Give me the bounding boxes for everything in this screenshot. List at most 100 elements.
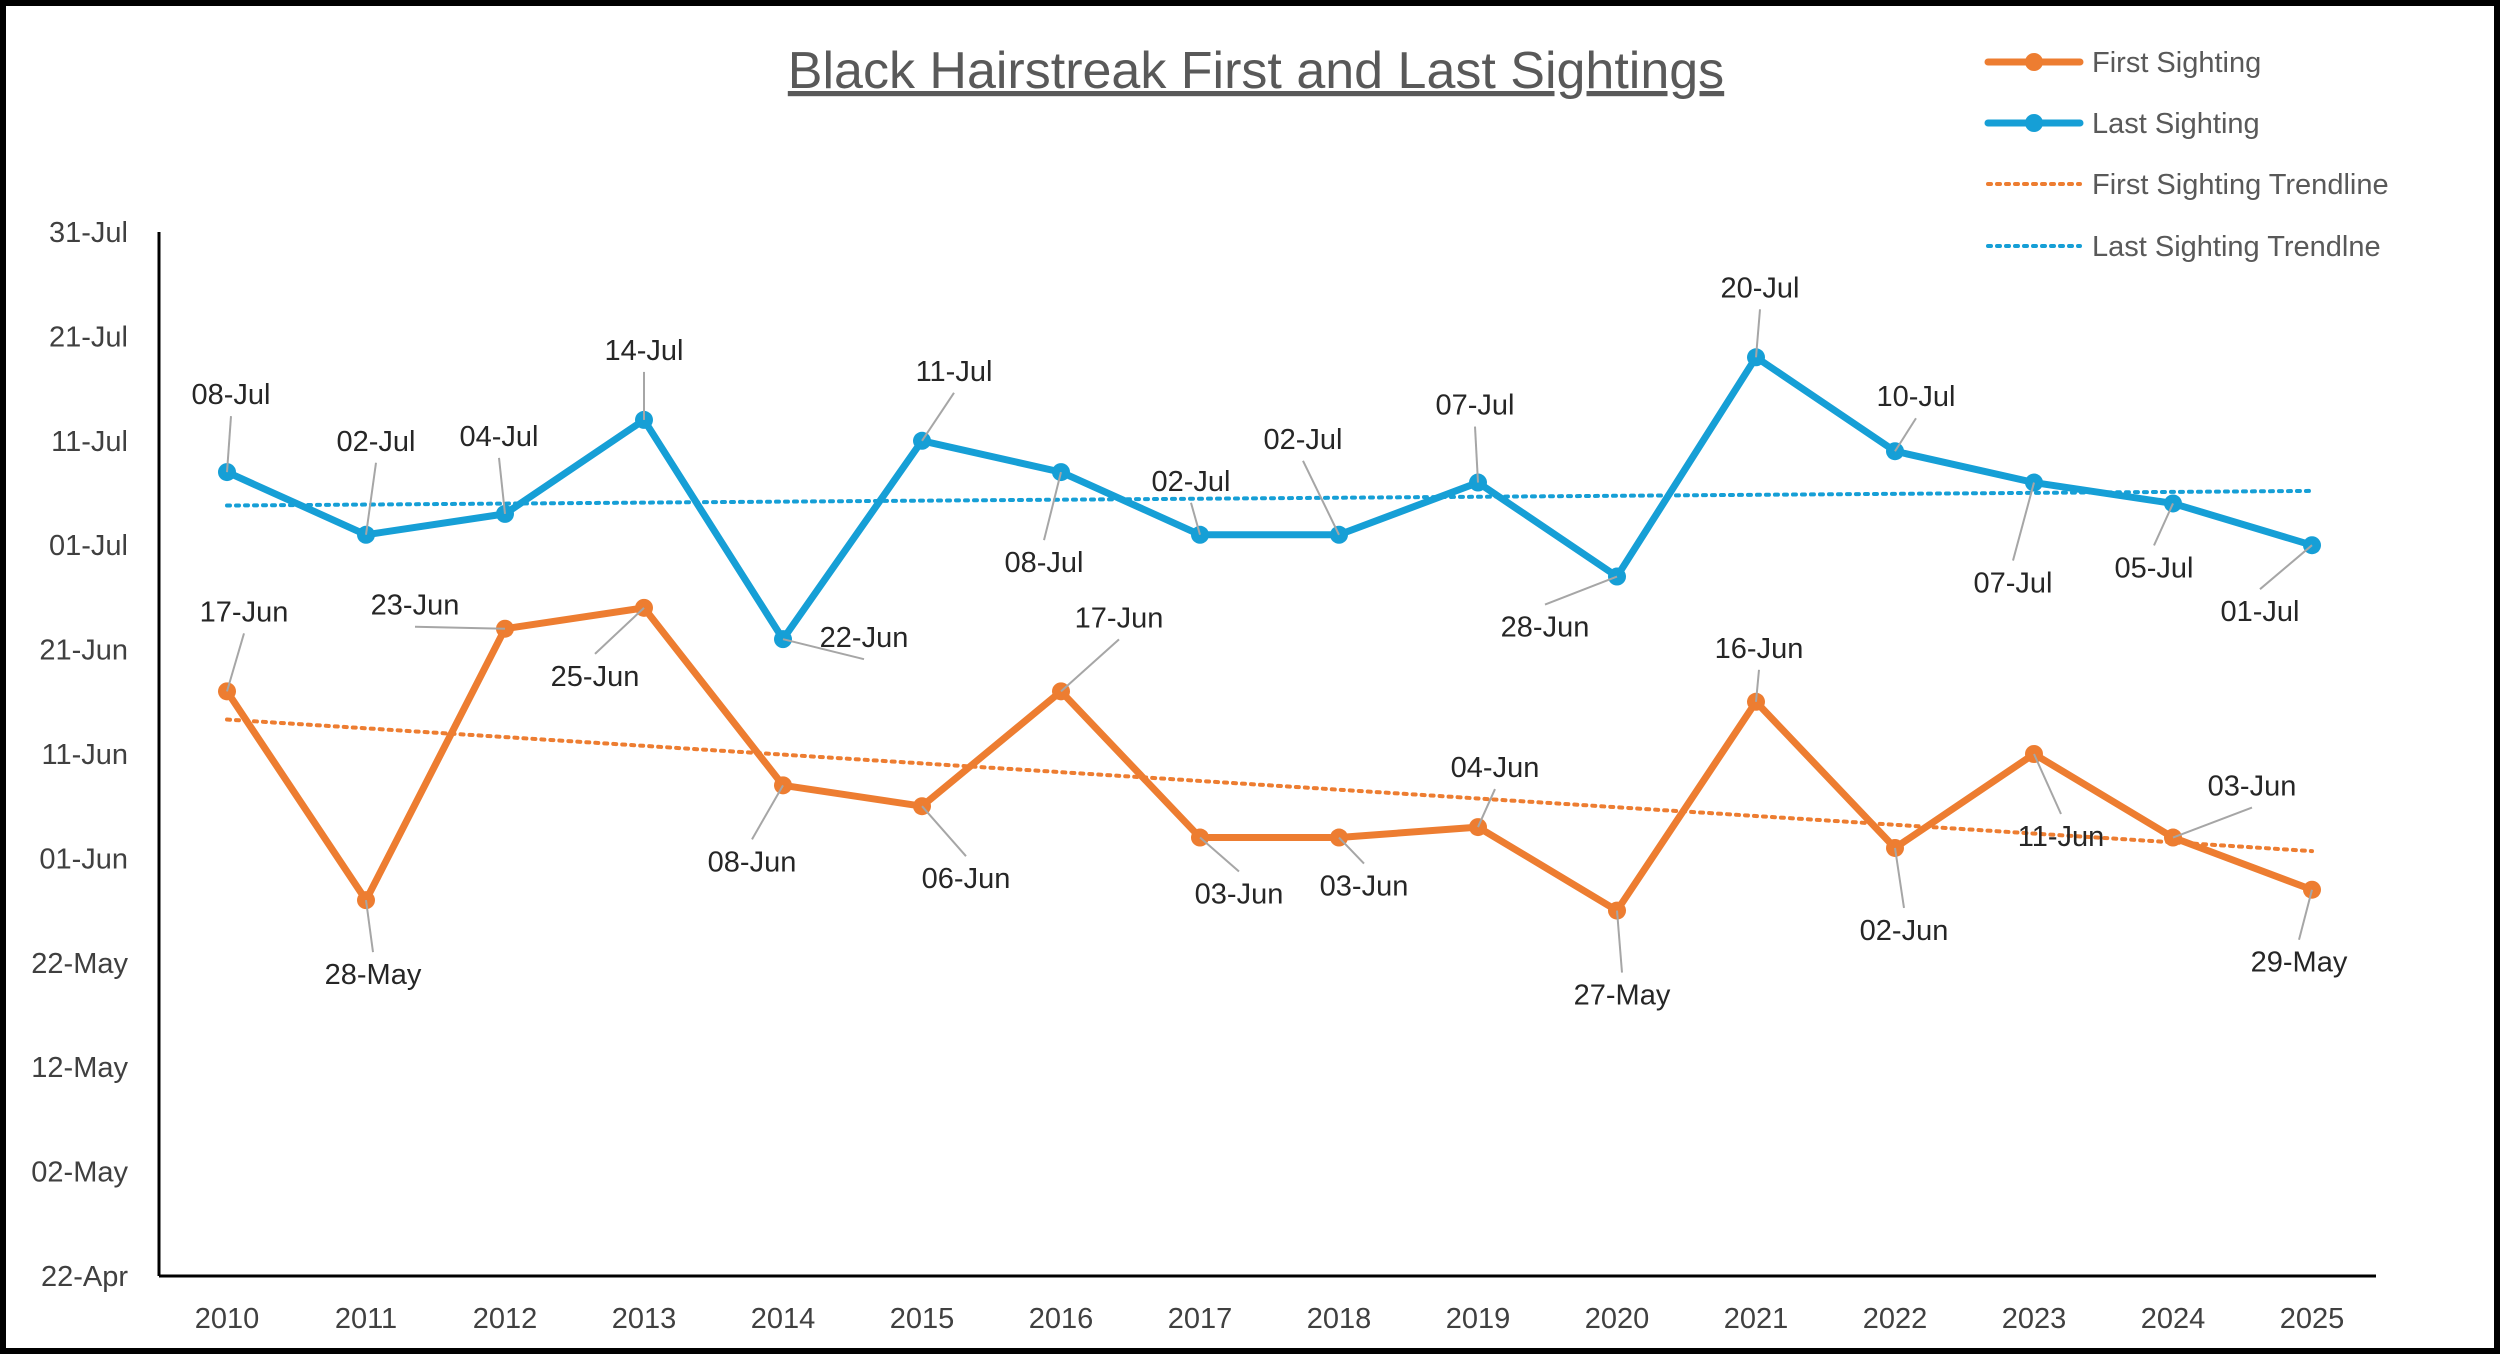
legend-entry-2-label: Last Sighting [2092, 108, 2260, 140]
last-sighting-data-label: 07-Jul [1436, 390, 1515, 422]
last-sighting-leader-line [782, 638, 865, 661]
first-sighting-leader-line [2033, 753, 2062, 815]
last-sighting-leader-line [921, 392, 955, 442]
last-sighting-data-label: 01-Jul [2221, 596, 2300, 628]
first-sighting-data-label: 25-Jun [551, 661, 640, 693]
last-sighting-leader-line [365, 462, 377, 535]
x-tick-label: 2010 [195, 1303, 260, 1335]
legend-entry-2-swatch-marker [2025, 114, 2043, 132]
x-tick-label: 2025 [2280, 1303, 2345, 1335]
first-sighting-leader-line [226, 633, 245, 692]
x-tick-label: 2024 [2141, 1303, 2206, 1335]
last-sighting-data-label: 08-Jul [192, 379, 271, 411]
y-tick-label: 12-May [31, 1052, 128, 1084]
y-tick-label: 11-Jun [41, 739, 128, 771]
x-tick-label: 2015 [890, 1303, 955, 1335]
first-sighting-data-label: 08-Jun [708, 846, 797, 878]
first-sighting-data-label: 27-May [1574, 980, 1671, 1012]
first-sighting-leader-line [1894, 847, 1905, 909]
last-sighting-leader-line [2259, 544, 2313, 590]
series [218, 348, 2321, 920]
x-axis-ticks: 2010 2011 2012 2013 2014 2015 2016 2017 2018 2019… [195, 1303, 2345, 1335]
last-sighting-data-label: 28-Jun [1501, 612, 1590, 644]
last-sighting-data-label: 08-Jul [1005, 547, 1084, 579]
last-sighting-data-label: 10-Jul [1877, 381, 1956, 413]
x-tick-label: 2014 [751, 1303, 816, 1335]
first-sighting-leader-line [1477, 788, 1496, 828]
first-sighting-leader-line [594, 607, 645, 655]
last-sighting-data-label: 07-Jul [1974, 568, 2053, 600]
y-tick-label: 22-May [31, 948, 128, 980]
legend-entry-1-label: First Sighting [2092, 47, 2261, 79]
x-tick-label: 2022 [1863, 1303, 1928, 1335]
first-sighting-leader-line [1616, 910, 1623, 973]
last-sighting-leader-line [1190, 502, 1201, 536]
y-tick-label: 21-Jun [39, 635, 128, 667]
x-tick-label: 2023 [2002, 1303, 2067, 1335]
last-sighting-leader-line [1302, 460, 1340, 536]
first-sighting-data-label: 03-Jun [1195, 879, 1284, 911]
legend-entry-4-label: Last Sighting Trendlne [2092, 231, 2381, 263]
last-sighting-data-label: 02-Jul [1264, 424, 1343, 456]
last-sighting-leader-line [226, 416, 232, 473]
last-sighting-line [223, 353, 2316, 643]
last-sighting-leader-line [1544, 575, 1618, 606]
last-sighting-leader-line [2153, 503, 2174, 546]
first-sighting-leader-line [1338, 836, 1365, 865]
x-tick-label: 2018 [1307, 1303, 1372, 1335]
x-tick-label: 2013 [612, 1303, 677, 1335]
first-sighting-data-label: 23-Jun [371, 590, 460, 622]
y-tick-label: 02-May [31, 1157, 128, 1189]
first-sighting-data-label: 06-Jun [922, 863, 1011, 895]
first-sighting-data-label: 28-May [325, 959, 422, 991]
trendlines [225, 488, 2314, 854]
first-sighting-data-label: 04-Jun [1451, 752, 1540, 784]
chart-title: Black Hairstreak First and Last Sighting… [788, 42, 1724, 100]
first-sighting-leader-line [2172, 806, 2253, 839]
first-sighting-data-label: 16-Jun [1715, 633, 1804, 665]
first-sighting-data-label: 03-Jun [1320, 871, 1409, 903]
last-sighting-leader-line [1043, 471, 1062, 541]
last-sighting-data-label: 05-Jul [2115, 552, 2194, 584]
first-sighting-data-label: 02-Jun [1860, 915, 1949, 947]
x-tick-label: 2020 [1585, 1303, 1650, 1335]
chart-svg: Black Hairstreak First and Last Sighting… [31, 42, 2389, 1335]
legend-entry-3-label: First Sighting Trendline [2092, 169, 2389, 201]
x-tick-label: 2017 [1168, 1303, 1233, 1335]
last-sighting-data-label: 14-Jul [605, 335, 684, 367]
last-sighting-trendline [225, 488, 2314, 508]
y-tick-label: 22-Apr [41, 1261, 128, 1293]
last-sighting-leader-line [1755, 309, 1761, 358]
last-sighting-leader-line [498, 457, 506, 514]
first-sighting-data-label: 17-Jun [1075, 602, 1164, 634]
x-tick-label: 2021 [1724, 1303, 1789, 1335]
y-tick-label: 01-Jul [49, 530, 128, 562]
first-sighting-leader-line [1060, 638, 1120, 693]
last-sighting-data-label: 04-Jul [460, 421, 539, 453]
first-sighting-line [223, 604, 2316, 915]
last-sighting-leader-line [2012, 482, 2035, 561]
first-sighting-data-label: 29-May [2251, 947, 2348, 979]
first-sighting-leader-line [1199, 836, 1240, 873]
first-sighting-data-label: 17-Jun [200, 596, 289, 628]
legend-entry-1-swatch-marker [2025, 53, 2043, 71]
y-tick-label: 31-Jul [49, 217, 128, 249]
y-axis-ticks: 22-Apr 02-May 12-May 22-May 01-Jun 11-Jun 21-J… [31, 217, 128, 1293]
last-sighting-data-label: 02-Jul [1152, 466, 1231, 498]
first-sighting-leader-line [414, 625, 506, 630]
first-sighting-data-label: 03-Jun [2208, 771, 2297, 803]
last-sighting-data-label: 20-Jul [1721, 272, 1800, 304]
first-sighting-leader-line [1755, 669, 1760, 702]
last-sighting-leader-line [1894, 417, 1917, 452]
first-sighting-leader-line [2298, 889, 2313, 940]
last-sighting-data-label: 22-Jun [820, 622, 909, 654]
first-sighting-trendline [225, 717, 2314, 854]
last-sighting-leader-line [1474, 426, 1479, 483]
x-tick-label: 2016 [1029, 1303, 1094, 1335]
first-sighting-leader-line [365, 900, 374, 953]
x-tick-label: 2011 [335, 1303, 397, 1335]
y-tick-label: 01-Jun [39, 843, 128, 875]
last-sighting-data-label: 11-Jul [916, 356, 993, 388]
first-sighting-data-label: 11-Jun [2018, 821, 2105, 853]
